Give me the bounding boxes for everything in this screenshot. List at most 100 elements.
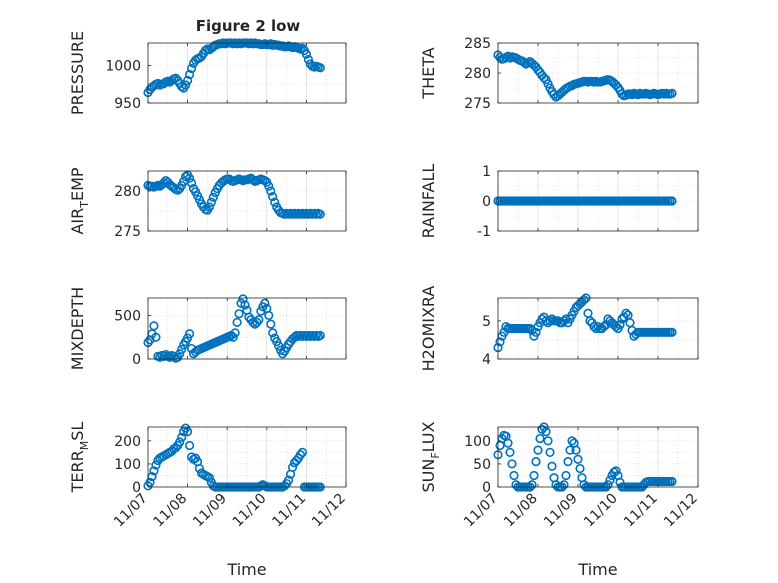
data-point [549,89,559,100]
chart-theta: 275 280 285 THETA [419,36,699,112]
data-point [240,300,250,310]
data-point [184,440,195,451]
data-point [283,475,294,485]
y-axis-label-part: AIR [68,208,87,235]
data-point [149,321,159,331]
y-axis-label: TERRMSL [68,422,91,494]
data-point [667,88,677,98]
data-point [184,69,195,80]
data-point [571,445,581,455]
data-point [204,473,214,483]
axes-box [147,170,347,232]
series-markers [143,170,325,219]
data-point [605,475,615,485]
y-tick-label: 1000 [105,59,141,75]
data-point [545,447,555,457]
y-tick-label: 4 [482,352,491,368]
data-point [151,332,161,342]
y-tick-label: 0 [482,480,491,496]
data-point [206,197,216,207]
series-markers [143,294,325,363]
data-point [145,477,155,487]
chart-pressure: 950 1000 PRESSURE [68,31,347,115]
data-point [531,457,541,467]
data-point [565,445,575,455]
data-point [561,470,571,481]
data-point [509,470,519,481]
data-point [177,344,187,355]
data-point [186,452,197,462]
data-point [667,327,677,337]
data-point [589,321,599,332]
y-axis-label-part: LUX [419,421,438,452]
data-point [315,330,325,341]
data-point [238,294,248,304]
data-point [264,181,274,191]
data-point [507,459,517,469]
data-point [615,320,625,330]
data-point [151,460,161,470]
data-point [543,436,553,446]
y-tick-label: 50 [473,457,491,473]
data-point [260,298,270,308]
y-axis-label: RAINFALL [419,164,438,239]
data-point [533,445,543,455]
y-axis-label-part: TERR [68,450,87,493]
data-point [204,202,214,212]
y-tick-label: 1 [482,164,491,180]
data-point [183,333,193,343]
y-axis-label-subscript: F [429,452,442,458]
data-point [234,309,244,319]
data-point [535,433,545,444]
y-tick-label: 280 [464,66,491,82]
data-point [175,349,185,359]
data-point [599,321,609,332]
y-tick-label: 0 [482,194,491,210]
y-axis-label-part: SUN [419,459,438,493]
data-point [559,480,569,490]
axes-box [147,426,347,488]
data-point [186,178,197,188]
data-point [287,462,298,472]
data-point [547,461,557,471]
x-axis-label: Time [577,560,617,579]
data-point [531,327,541,337]
data-point [295,450,306,460]
y-tick-label: 200 [114,434,141,450]
data-point [230,328,240,338]
chart-h2omixra: 4 5 H2OMIXRA [419,286,699,371]
data-point [268,328,278,338]
data-point [184,329,195,339]
y-tick-label: 100 [464,434,491,450]
data-point [254,315,264,325]
y-tick-label: 0 [132,352,141,368]
data-point [272,336,282,347]
axes-box [497,426,699,488]
y-axis-label: AIRTEMP [68,167,91,234]
data-point [270,197,280,207]
data-point [297,447,308,457]
data-point [563,457,573,467]
data-point [228,332,238,342]
y-tick-label: 100 [114,457,141,473]
data-point [575,463,585,474]
series-markers [493,196,677,206]
y-tick-label: 275 [464,96,491,112]
axes-box [147,42,347,104]
data-point [303,54,313,65]
data-point [232,317,242,328]
x-axis-label: Time [226,560,266,579]
data-point [208,192,218,202]
axes-box [497,297,699,360]
data-point [541,427,551,437]
data-point [505,447,515,457]
data-point [591,323,601,334]
figure-title: Figure 2 low [196,17,301,35]
data-point [183,75,193,86]
data-point [159,178,169,188]
data-point [149,466,159,476]
data-point [266,319,276,329]
data-point [611,466,621,476]
data-point [567,436,577,446]
